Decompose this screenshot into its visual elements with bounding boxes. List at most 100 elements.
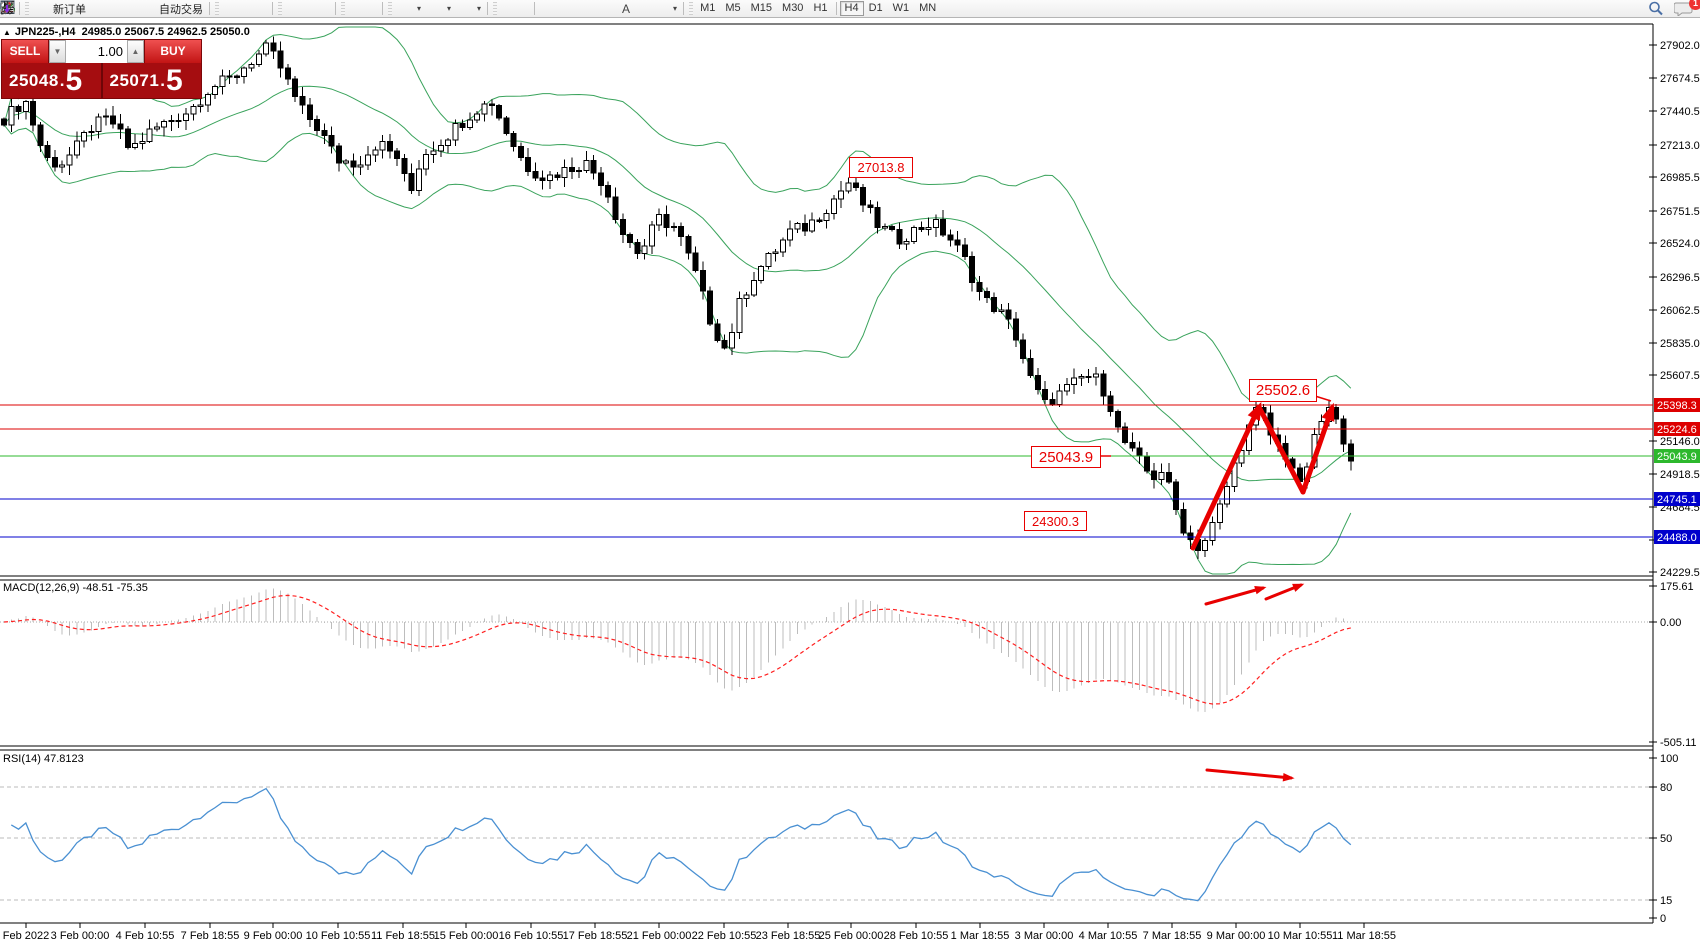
svg-text:15: 15	[1660, 895, 1672, 907]
svg-text:3 Feb 00:00: 3 Feb 00:00	[51, 930, 110, 942]
one-click-trading-panel: SELL ▼ ▲ BUY 25048.5 25071.5	[1, 39, 202, 99]
svg-text:27674.5: 27674.5	[1660, 73, 1700, 85]
svg-text:24488.0: 24488.0	[1657, 532, 1697, 544]
svg-text:10 Feb 10:55: 10 Feb 10:55	[306, 930, 371, 942]
svg-text:25 Feb 00:00: 25 Feb 00:00	[819, 930, 884, 942]
timeframe-w1[interactable]: W1	[888, 1, 915, 16]
svg-text:26524.0: 26524.0	[1660, 238, 1700, 250]
svg-text:24229.5: 24229.5	[1660, 567, 1700, 579]
svg-text:26296.5: 26296.5	[1660, 272, 1700, 284]
svg-text:0.00: 0.00	[1660, 617, 1681, 629]
svg-text:11 Mar 18:55: 11 Mar 18:55	[1332, 930, 1396, 942]
svg-text:0: 0	[1660, 913, 1666, 925]
svg-text:27213.0: 27213.0	[1660, 140, 1700, 152]
bollinger-bands	[3, 26, 1352, 575]
chart-symbol-title: ▲ JPN225-,H4 24985.0 25067.5 24962.5 2505…	[3, 26, 250, 38]
date-axis: Feb 2022 3 Feb 00:00 4 Feb 10:55 7 Feb 18:5…	[3, 923, 1396, 942]
timeframe-d1[interactable]: D1	[864, 1, 888, 16]
timeframe-m30[interactable]: M30	[777, 1, 808, 16]
sell-price[interactable]: 25048. 5	[2, 63, 103, 98]
autotrade-label: 自动交易	[159, 3, 203, 16]
timeframe-m15[interactable]: M15	[746, 1, 777, 16]
svg-text:26062.5: 26062.5	[1660, 305, 1700, 317]
arrows-tool-icon	[4, 1, 669, 16]
arrows-dropdown-icon: ▾	[673, 4, 678, 13]
notification-count-badge: 1	[1689, 0, 1700, 10]
rsi-panel: 100 80 50 15 0	[0, 753, 1678, 925]
annotations-layer	[1099, 395, 1335, 782]
templates-dropdown-icon: ▾	[477, 4, 482, 13]
sell-button[interactable]: SELL	[2, 40, 49, 63]
svg-text:7 Mar 18:55: 7 Mar 18:55	[1143, 930, 1202, 942]
periods-dropdown-icon: ▾	[447, 4, 452, 13]
buy-price[interactable]: 25071. 5	[109, 63, 183, 97]
timeframe-h4[interactable]: H4	[839, 1, 864, 16]
notifications-chat-icon[interactable]: 1	[1674, 0, 1700, 16]
svg-text:25607.5: 25607.5	[1660, 370, 1700, 382]
arrows-tool-button[interactable]: ▾	[4, 1, 680, 17]
rsi-header: RSI(14) 47.8123	[3, 753, 84, 765]
svg-text:28 Feb 10:55: 28 Feb 10:55	[884, 930, 949, 942]
timeframe-m1[interactable]: M1	[695, 1, 720, 16]
svg-text:26751.5: 26751.5	[1660, 206, 1700, 218]
text-tool-icon[interactable]: A	[622, 1, 631, 16]
timeframe-m5[interactable]: M5	[720, 1, 745, 16]
svg-text:25224.6: 25224.6	[1657, 424, 1697, 436]
svg-text:25043.9: 25043.9	[1657, 451, 1697, 463]
symbol-marker-icon: ▲	[3, 28, 11, 37]
svg-text:25398.3: 25398.3	[1657, 400, 1697, 412]
svg-text:24745.1: 24745.1	[1657, 494, 1697, 506]
annotation-label-25502[interactable]: 25502.6	[1249, 379, 1317, 402]
buy-button[interactable]: BUY	[144, 40, 201, 63]
svg-text:25146.0: 25146.0	[1660, 436, 1700, 448]
svg-text:175.61: 175.61	[1660, 581, 1694, 593]
volume-increase-button[interactable]: ▲	[127, 40, 144, 63]
new-order-label: 新订单	[53, 3, 86, 16]
symbol-period: JPN225-,H4	[14, 26, 76, 38]
timeframe-h1[interactable]: H1	[808, 1, 832, 16]
annotation-label-24300[interactable]: 24300.3	[1024, 511, 1087, 531]
svg-text:F: F	[9, 10, 13, 16]
sell-price-pips: 5	[65, 63, 83, 97]
ohlc-values: 24985.0 25067.5 24962.5 25050.0	[81, 26, 250, 38]
buy-price-pips: 5	[166, 63, 183, 97]
svg-text:9 Mar 00:00: 9 Mar 00:00	[1207, 930, 1266, 942]
svg-text:26985.5: 26985.5	[1660, 172, 1700, 184]
svg-text:10 Mar 10:55: 10 Mar 10:55	[1268, 930, 1333, 942]
volume-decrease-button[interactable]: ▼	[49, 40, 66, 63]
svg-text:27902.0: 27902.0	[1660, 40, 1700, 52]
svg-text:21 Feb 00:00: 21 Feb 00:00	[627, 930, 692, 942]
svg-text:7 Feb 18:55: 7 Feb 18:55	[181, 930, 240, 942]
macd-header: MACD(12,26,9) -48.51 -75.35	[3, 582, 148, 594]
svg-text:11 Feb 18:55: 11 Feb 18:55	[371, 930, 435, 942]
svg-text:Feb 2022: Feb 2022	[3, 930, 49, 942]
svg-text:16 Feb 10:55: 16 Feb 10:55	[499, 930, 564, 942]
svg-text:23 Feb 18:55: 23 Feb 18:55	[756, 930, 821, 942]
annotation-label-27013[interactable]: 27013.8	[849, 157, 913, 178]
price-axis: 27902.0 27674.5 27440.5 27213.0 26985.5 26751…	[1649, 40, 1700, 579]
sell-price-main: 25048	[9, 70, 59, 90]
svg-text:E: E	[9, 9, 14, 15]
svg-text:25835.0: 25835.0	[1660, 338, 1700, 350]
svg-text:1 Mar 18:55: 1 Mar 18:55	[951, 930, 1010, 942]
macd-panel: 175.61 0.00 -505.11	[0, 581, 1697, 749]
annotation-label-25043[interactable]: 25043.9	[1031, 446, 1101, 468]
svg-text:50: 50	[1660, 833, 1672, 845]
svg-text:9 Feb 00:00: 9 Feb 00:00	[244, 930, 303, 942]
svg-text:27440.5: 27440.5	[1660, 106, 1700, 118]
svg-text:3 Mar 00:00: 3 Mar 00:00	[1015, 930, 1074, 942]
svg-text:100: 100	[1660, 753, 1678, 765]
svg-text:-505.11: -505.11	[1660, 737, 1697, 749]
svg-text:17 Feb 18:55: 17 Feb 18:55	[563, 930, 628, 942]
candles-layer	[1, 36, 1354, 560]
svg-text:80: 80	[1660, 782, 1672, 794]
search-icon[interactable]	[1648, 1, 1664, 16]
buy-price-main: 25071	[109, 70, 160, 90]
svg-text:22 Feb 10:55: 22 Feb 10:55	[692, 930, 757, 942]
indicators-dropdown-icon: ▾	[417, 4, 422, 13]
volume-input[interactable]	[66, 40, 127, 63]
timeframe-mn[interactable]: MN	[914, 1, 941, 16]
main-toolbar: 新订单 自动交易	[0, 0, 1700, 18]
